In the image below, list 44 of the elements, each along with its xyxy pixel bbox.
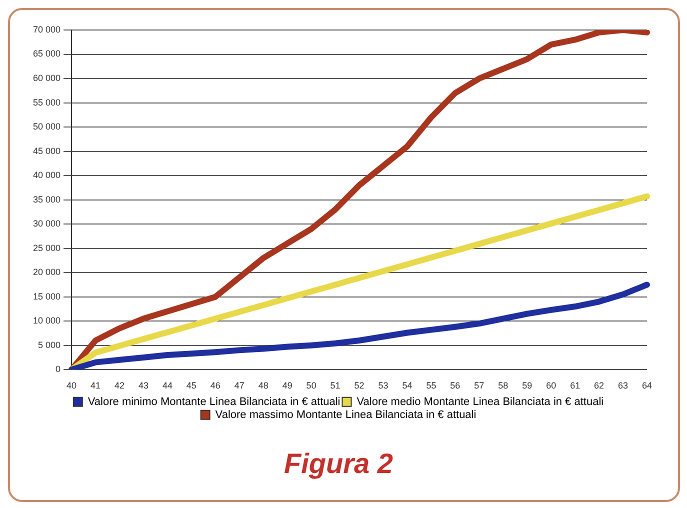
x-tick-label: 47 <box>234 380 244 390</box>
x-tick-label: 45 <box>186 380 196 390</box>
x-tick-label: 62 <box>594 380 604 390</box>
x-tick-label: 61 <box>570 380 580 390</box>
text: Figura 2 <box>284 448 394 479</box>
x-tick-label: 44 <box>162 380 172 390</box>
y-tick-label: 25 000 <box>32 242 61 253</box>
x-tick-label: 42 <box>114 380 124 390</box>
x-tick-label: 56 <box>450 380 460 390</box>
x-tick-label: 46 <box>210 380 220 390</box>
y-tick-label: 55 000 <box>32 97 61 108</box>
x-tick-label: 43 <box>138 380 148 390</box>
y-tick-label: 35 000 <box>32 194 61 204</box>
y-tick-label: 70 000 <box>32 24 61 34</box>
x-tick-label: 55 <box>426 380 436 390</box>
legend-label: Valore medio Montante Linea Bilanciata in € attuali <box>356 396 604 408</box>
legend-label: Valore minimo Montante Linea Bilanciata in € attuali <box>88 396 340 408</box>
x-tick-label: 60 <box>546 380 556 390</box>
x-tick-label: 63 <box>618 380 628 390</box>
y-tick-label: 5 000 <box>38 340 61 350</box>
y-tick-label: 40 000 <box>32 170 61 180</box>
legend-label: Valore massimo Montante Linea Bilanciata in € attuali <box>215 408 476 421</box>
y-tick-label: 15 000 <box>32 291 61 302</box>
x-tick-label: 57 <box>474 380 484 390</box>
x-tick-label: 50 <box>306 380 316 390</box>
x-tick-label: 49 <box>282 380 292 390</box>
y-tick-label: 50 000 <box>32 122 61 132</box>
y-tick-label: 65 000 <box>32 48 61 59</box>
x-tick-label: 54 <box>402 380 412 390</box>
x-tick-label: 52 <box>354 380 364 390</box>
x-tick-label: 41 <box>90 380 101 390</box>
y-tick-label: 0 <box>56 364 61 374</box>
y-tick-label: 30 000 <box>32 218 61 229</box>
x-tick-label: 48 <box>258 380 268 390</box>
x-tick-label: 40 <box>66 380 77 390</box>
y-tick-label: 60 000 <box>32 73 61 83</box>
y-tick-label: 20 000 <box>32 267 61 278</box>
y-tick-label: 45 000 <box>32 146 61 156</box>
x-tick-label: 59 <box>522 380 532 390</box>
x-tick-label: 53 <box>378 380 388 390</box>
x-tick-label: 64 <box>642 380 652 390</box>
x-tick-label: 51 <box>330 380 340 390</box>
y-tick-label: 10 000 <box>32 316 61 326</box>
x-tick-label: 58 <box>498 380 508 390</box>
